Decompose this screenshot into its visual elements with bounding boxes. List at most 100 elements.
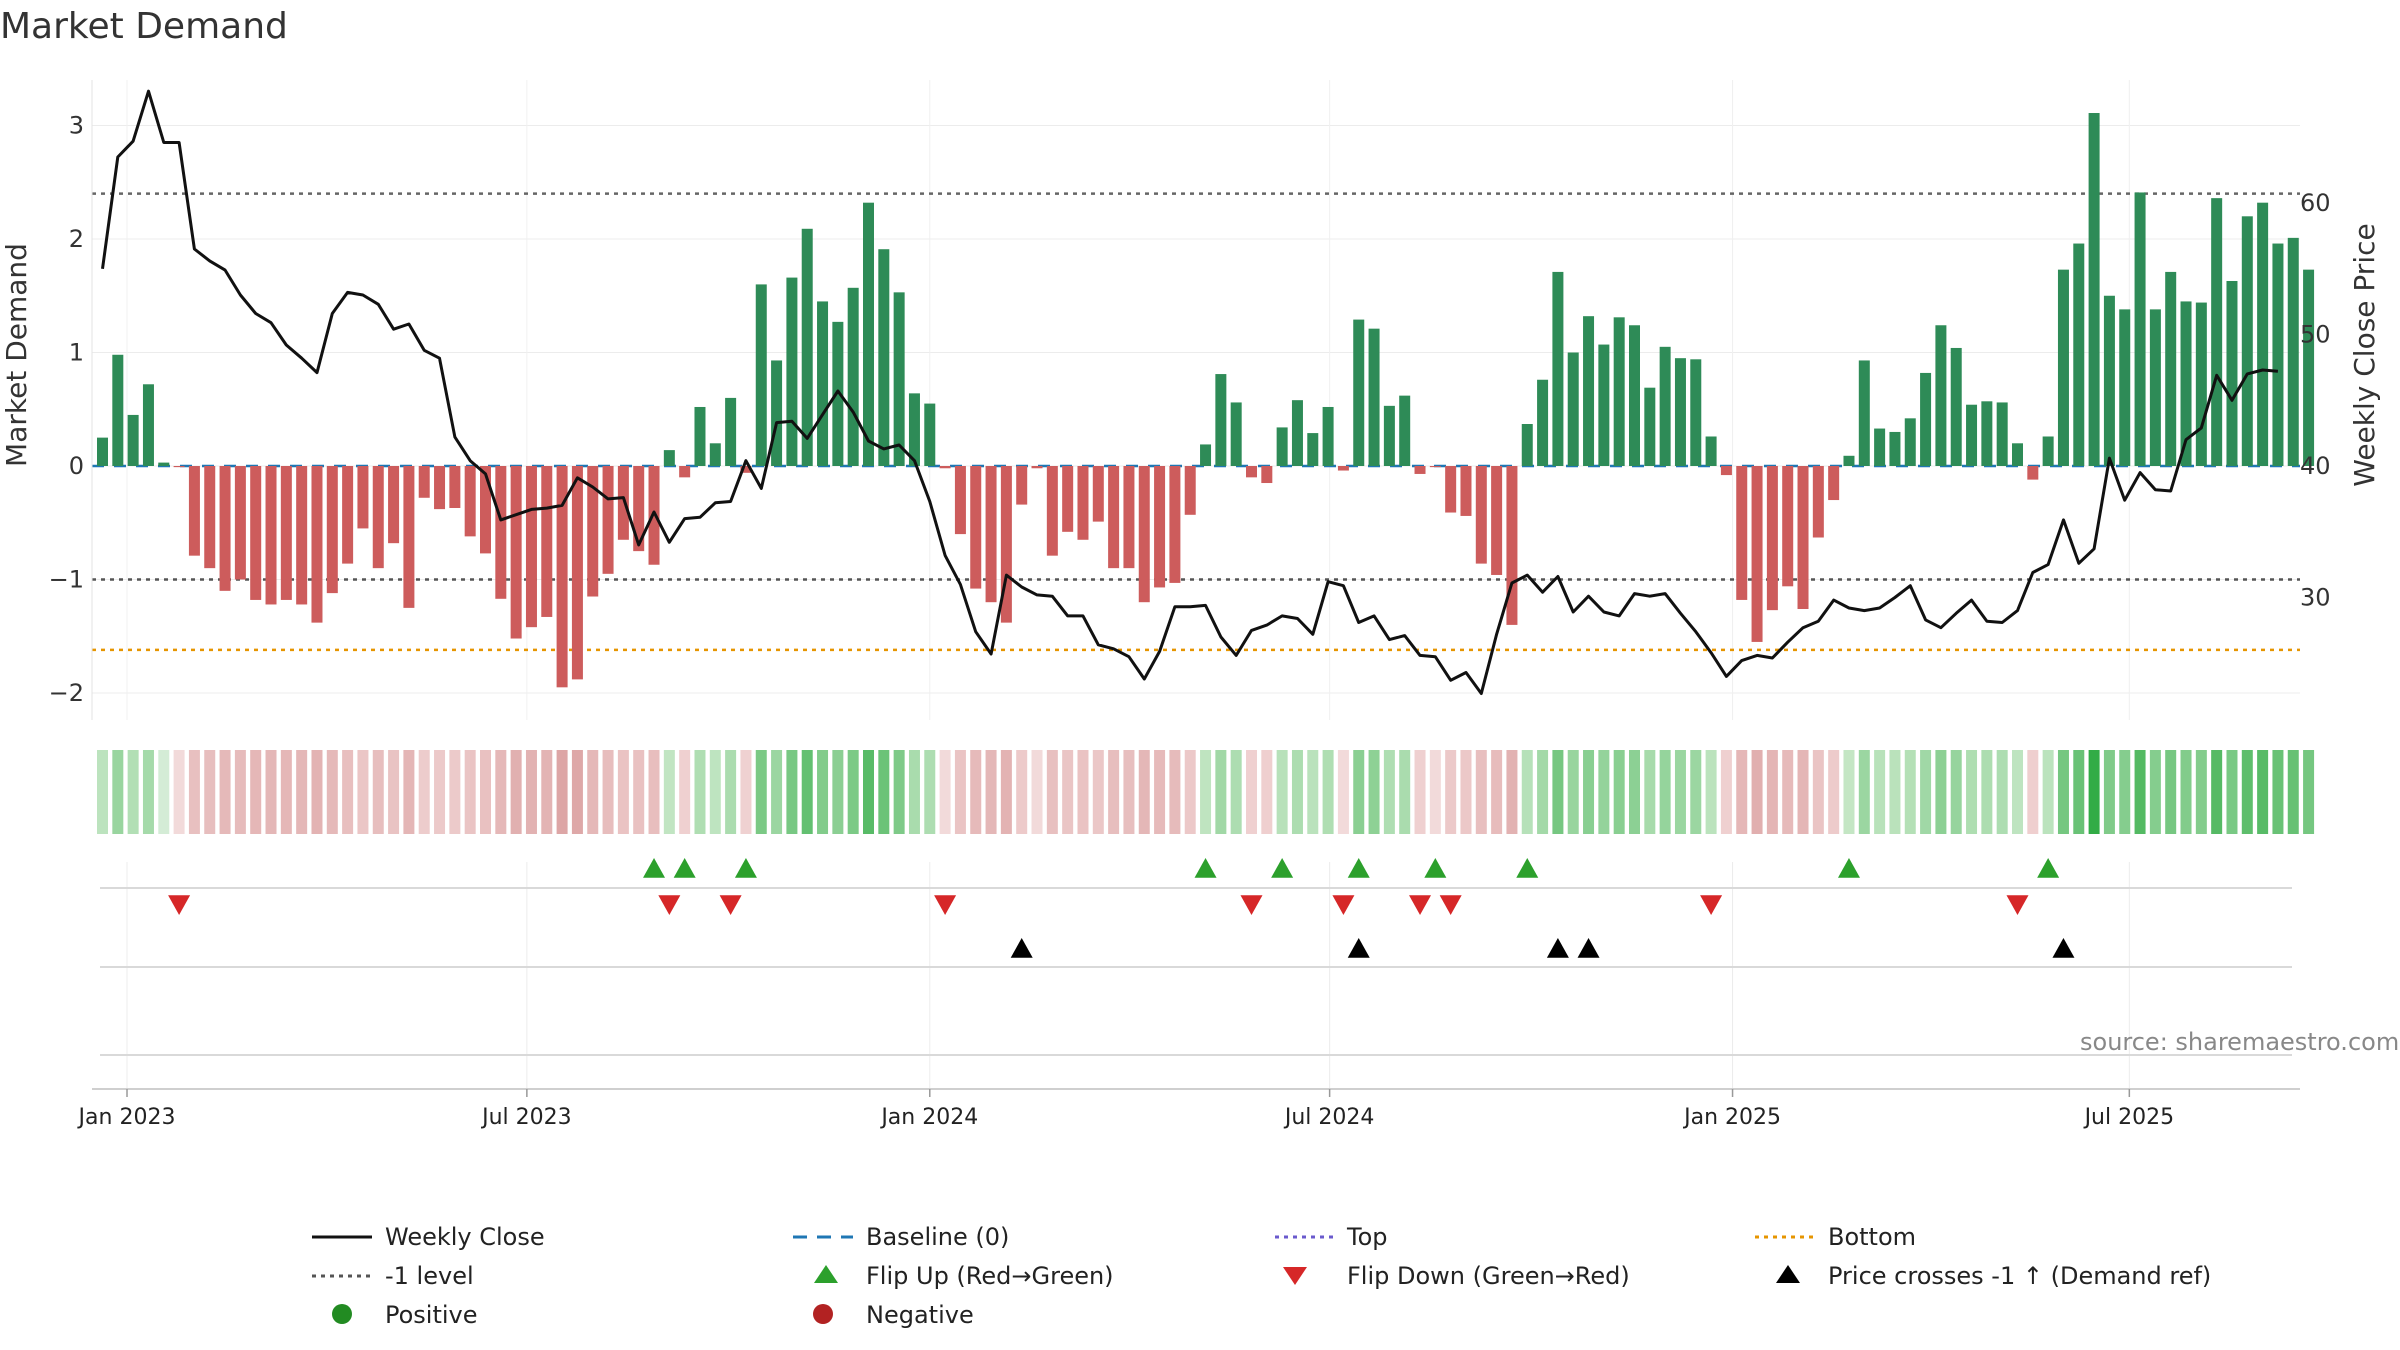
heat-cell (1674, 750, 1686, 834)
flip-up-marker (643, 858, 666, 878)
demand-bar (2057, 269, 2069, 466)
heat-cell (1598, 750, 1610, 834)
demand-bar (2119, 309, 2131, 466)
left-tick-label: 3 (69, 112, 84, 140)
demand-bar (939, 466, 951, 469)
demand-bar (771, 360, 783, 466)
heat-cell (1445, 750, 1457, 834)
legend-label-baseline: Baseline (0) (866, 1223, 1009, 1251)
heat-cell (296, 750, 308, 834)
flip-up-marker (1194, 858, 1217, 878)
demand-bar (924, 403, 936, 466)
heat-cell (2165, 750, 2177, 834)
left-tick-label: −1 (49, 566, 84, 594)
demand-bar (1092, 466, 1104, 522)
demand-bar (1062, 466, 1074, 532)
heat-cell (525, 750, 537, 834)
heat-cell (1613, 750, 1625, 834)
demand-bar (1169, 466, 1181, 583)
demand-bar (2211, 198, 2223, 466)
demand-bar (1552, 271, 1564, 466)
heat-cell (725, 750, 737, 834)
demand-bar (1889, 431, 1901, 466)
heat-cell (372, 750, 384, 834)
flip-down-marker (719, 895, 742, 915)
heat-cell (954, 750, 966, 834)
demand-bar (1445, 466, 1457, 513)
left-axis-label: Market Demand (0, 243, 33, 467)
legend: Weekly Close Baseline (0) Top Bottom -1 … (312, 1223, 2211, 1329)
heat-cell (985, 750, 997, 834)
demand-bar (694, 406, 706, 466)
demand-bar (1843, 455, 1855, 466)
demand-bar (1246, 466, 1257, 478)
demand-bar (602, 466, 614, 574)
demand-bar (112, 354, 124, 466)
demand-bar (1368, 328, 1380, 466)
heat-cell (786, 750, 798, 834)
demand-bar (1828, 466, 1840, 501)
demand-bar (1046, 466, 1058, 556)
heat-cell (2211, 750, 2223, 834)
heat-cell (2042, 750, 2054, 834)
demand-bar (2287, 237, 2299, 466)
heat-cell (1200, 750, 1212, 834)
heat-cell (1904, 750, 1916, 834)
demand-bar (480, 466, 491, 554)
heat-cell (1169, 750, 1181, 834)
demand-bar (1966, 404, 1978, 466)
demand-bar (372, 466, 384, 569)
heat-cell (434, 750, 446, 834)
demand-bar (1567, 352, 1579, 466)
right-tick-label: 30 (2300, 584, 2331, 612)
legend-swatch-price-cross-icon (1776, 1265, 1800, 1283)
heat-cell (1537, 750, 1549, 834)
heat-cell (1552, 750, 1564, 834)
heat-cell (326, 750, 338, 834)
flip-up-marker (1424, 858, 1447, 878)
heat-cell (1889, 750, 1901, 834)
heat-cell (311, 750, 323, 834)
legend-label-minus-one: -1 level (385, 1262, 474, 1290)
heat-cell (970, 750, 982, 834)
heat-cell (418, 750, 430, 834)
demand-bar (2226, 280, 2238, 466)
demand-bar (2149, 309, 2161, 466)
reference-lines (92, 192, 2300, 652)
heat-cell (1583, 750, 1595, 834)
demand-bar (265, 466, 277, 605)
demand-bar (633, 466, 645, 552)
heat-cell (1368, 750, 1380, 834)
legend-label-negative: Negative (866, 1301, 974, 1329)
heat-cell (2303, 750, 2315, 834)
demand-bar (1659, 346, 1671, 466)
flip-down-marker (168, 895, 191, 915)
legend-item-baseline: Baseline (0) (793, 1223, 1009, 1251)
heat-cell (1108, 750, 1120, 834)
heat-cell (1276, 750, 1288, 834)
heat-cell (2134, 750, 2146, 834)
demand-bars (97, 113, 2315, 688)
demand-bar (1337, 466, 1349, 471)
weekly-close-layer (101, 89, 2279, 695)
heat-cell (1491, 750, 1503, 834)
flip-up-marker (734, 858, 757, 878)
heat-cell (2027, 750, 2039, 834)
demand-bar (158, 462, 170, 466)
left-tick-label: 1 (69, 339, 84, 367)
flip-down-marker (1409, 895, 1432, 915)
demand-bar (2073, 243, 2085, 466)
legend-swatch-positive-icon (332, 1304, 352, 1324)
heat-cell (2180, 750, 2192, 834)
heat-cell (1307, 750, 1319, 834)
demand-bar (1491, 466, 1503, 575)
demand-bar (1138, 466, 1150, 603)
demand-bar (2303, 269, 2315, 466)
demand-bar (464, 466, 476, 537)
heat-cell (449, 750, 461, 834)
legend-swatch-flip-down-icon (1283, 1267, 1307, 1285)
heat-cell (1322, 750, 1334, 834)
demand-bar (1720, 466, 1732, 476)
demand-bar (495, 466, 507, 599)
demand-bar (188, 466, 200, 556)
